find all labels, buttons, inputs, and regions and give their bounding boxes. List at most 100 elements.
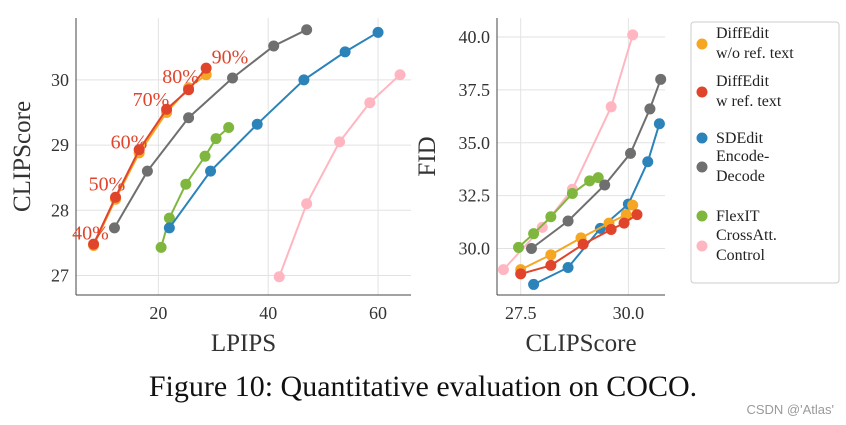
series-line-encode_decode [113, 28, 308, 229]
legend-marker-sdedit [696, 132, 708, 144]
data-point-diffedit_w [515, 268, 527, 280]
data-point-crossatt [605, 101, 617, 113]
data-point-encode_decode [562, 215, 574, 227]
legend-label-diffedit_w: w ref. text [716, 93, 782, 110]
data-point-flexit [566, 188, 578, 200]
data-point-sdedit [653, 118, 665, 130]
data-point-crossatt [627, 29, 639, 41]
y-tick-label: 28 [51, 200, 69, 220]
data-point-encode_decode [183, 112, 195, 124]
legend-label-diffedit_wo: w/o ref. text [716, 45, 794, 62]
legend-label-crossatt: CrossAtt. [716, 227, 777, 244]
x-tick-label: 60 [369, 303, 387, 323]
figure-caption: Figure 10: Quantitative evaluation on CO… [148, 370, 698, 403]
legend-marker-crossatt [696, 240, 708, 252]
data-point-sdedit [562, 262, 574, 274]
percent-annotation: 60% [111, 131, 148, 153]
y-tick-label: 27 [51, 265, 69, 285]
series-line-crossatt [278, 73, 401, 278]
data-point-encode_decode [525, 242, 537, 254]
legend-marker-diffedit_w [696, 86, 708, 98]
y-tick-label: 30 [51, 70, 69, 90]
series-line-sdedit [168, 31, 379, 229]
data-point-flexit [223, 121, 235, 133]
data-point-encode_decode [655, 73, 667, 85]
data-point-sdedit [528, 278, 540, 290]
data-point-diffedit_w [631, 209, 643, 221]
legend-label-sdedit: SDEdit [716, 130, 764, 147]
data-point-encode_decode [625, 147, 637, 159]
y-axis-label: CLIPScore [9, 101, 36, 212]
data-point-sdedit [642, 156, 654, 168]
percent-annotation: 50% [89, 174, 126, 196]
data-point-crossatt [364, 97, 376, 109]
data-point-sdedit [205, 165, 217, 177]
data-point-sdedit [163, 222, 175, 234]
data-point-flexit [180, 178, 192, 190]
lpips-clipscore-plot: 20 40 60 27 28 29 30 LPIPS CLIPScore 40% 50% 60% 70%… [9, 18, 411, 357]
data-point-flexit [155, 241, 167, 253]
data-point-crossatt [394, 69, 406, 81]
data-point-diffedit_w [605, 223, 617, 235]
legend-label-diffedit_w: DiffEdit [716, 73, 770, 90]
watermark: CSDN @'Atlas' [746, 402, 834, 417]
data-point-diffedit_w [200, 62, 212, 74]
data-point-encode_decode [108, 222, 120, 234]
data-point-sdedit [339, 46, 351, 58]
data-point-flexit [199, 150, 211, 162]
legend-marker-diffedit_wo [696, 38, 708, 50]
x-tick-label: 20 [149, 303, 167, 323]
data-point-encode_decode [268, 40, 280, 52]
y-axis-label: FID [414, 136, 441, 176]
data-point-crossatt [334, 136, 346, 148]
y-tick-label: 37.5 [459, 80, 491, 100]
data-point-diffedit_w [88, 238, 100, 250]
legend-label-flexit: FlexIT [716, 208, 760, 225]
percent-annotation: 80% [162, 66, 199, 88]
x-tick-label: 30.0 [613, 303, 645, 323]
data-point-diffedit_w [183, 84, 195, 96]
data-point-diffedit_wo [620, 209, 632, 221]
data-point-diffedit_w [110, 191, 122, 203]
legend-label-encode_decode: Encode- [716, 148, 769, 165]
x-tick-label: 40 [259, 303, 277, 323]
legend: DiffEdit w/o ref. text DiffEdit w ref. text… [690, 21, 840, 284]
data-point-flexit [584, 175, 596, 187]
data-point-flexit [528, 228, 540, 240]
y-tick-label: 29 [51, 135, 69, 155]
legend-frame [690, 21, 840, 284]
data-point-flexit [513, 241, 525, 253]
legend-label-crossatt: Control [716, 247, 765, 264]
data-point-diffedit_w [161, 103, 173, 115]
series-line-sdedit [533, 123, 661, 286]
x-axis-label: LPIPS [211, 330, 276, 357]
data-point-diffedit_w [577, 238, 589, 250]
data-point-crossatt [301, 198, 313, 210]
data-point-encode_decode [599, 179, 611, 191]
x-axis-label: CLIPScore [525, 330, 636, 357]
data-point-flexit [163, 212, 175, 224]
data-point-diffedit_w [545, 259, 557, 271]
data-point-diffedit_wo [627, 199, 639, 211]
data-point-flexit [210, 133, 222, 145]
y-tick-label: 40.0 [459, 27, 491, 47]
y-tick-label: 32.5 [459, 186, 491, 206]
data-point-encode_decode [301, 24, 313, 36]
data-point-diffedit_wo [545, 249, 557, 261]
data-point-crossatt [497, 264, 509, 276]
legend-label-diffedit_wo: DiffEdit [716, 25, 770, 42]
data-point-crossatt [536, 221, 548, 233]
percent-annotation: 90% [212, 47, 249, 69]
data-point-diffedit_w [618, 217, 630, 229]
legend-label-encode_decode: Decode [716, 168, 765, 185]
series-line-encode_decode [530, 78, 662, 250]
y-tick-label: 30.0 [459, 238, 491, 258]
data-point-encode_decode [644, 103, 656, 115]
y-tick-label: 35.0 [459, 133, 491, 153]
percent-annotation: 70% [133, 89, 170, 111]
legend-marker-encode_decode [696, 161, 708, 173]
data-point-flexit [592, 172, 604, 184]
clipscore-fid-plot: 27.5 30.0 30.0 32.5 35.0 37.5 40.0 CLIPScore FID [414, 18, 667, 357]
data-point-sdedit [372, 26, 384, 38]
